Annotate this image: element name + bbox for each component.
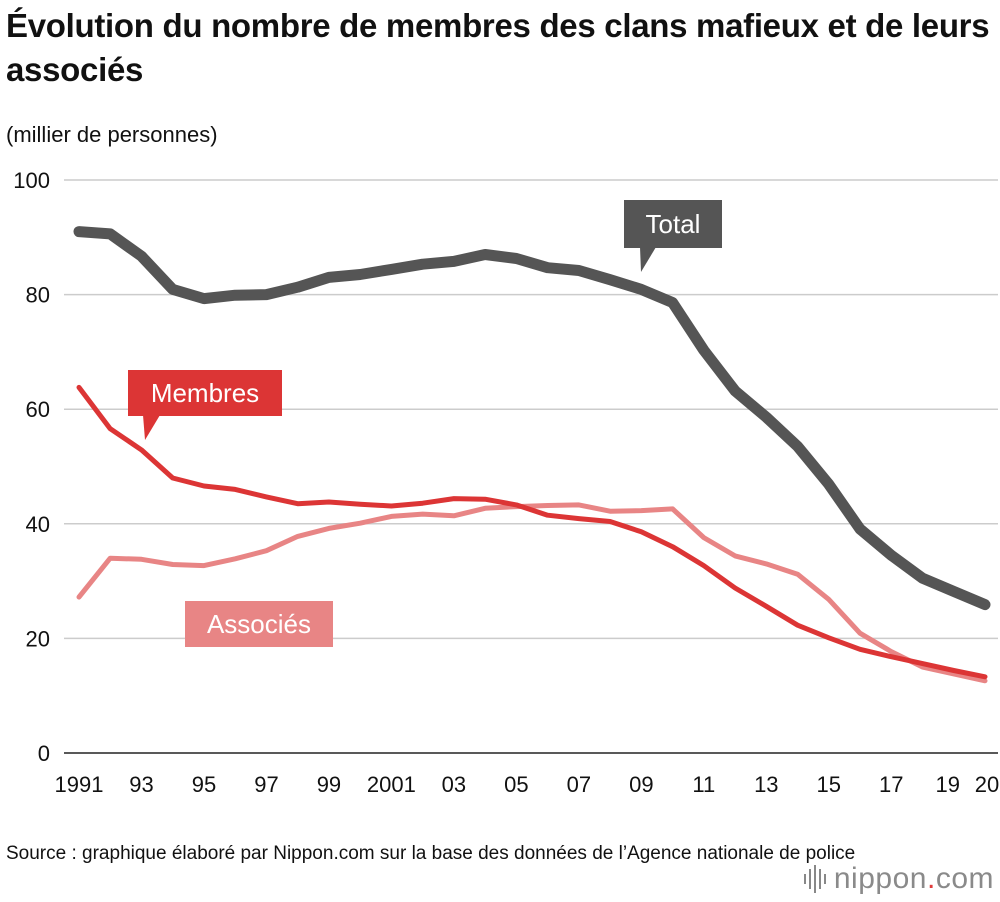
nippon-logo: nippon.com xyxy=(803,862,994,896)
y-tick-label: 100 xyxy=(13,168,50,193)
x-tick-label: 99 xyxy=(317,772,341,797)
x-tick-label: 95 xyxy=(192,772,216,797)
logo-dot: . xyxy=(926,862,936,895)
x-tick-label: 15 xyxy=(817,772,841,797)
callout-label: Associés xyxy=(207,609,311,639)
chart-title: Évolution du nombre de membres des clans… xyxy=(6,7,990,88)
y-tick-label: 40 xyxy=(26,512,50,537)
callout-box xyxy=(128,370,282,416)
callout-box xyxy=(624,200,722,248)
x-tick-label: 97 xyxy=(254,772,278,797)
callout-pointer xyxy=(143,415,160,440)
callout-pointer xyxy=(185,602,203,620)
x-tick-label: 93 xyxy=(129,772,153,797)
x-tick-label: 03 xyxy=(442,772,466,797)
x-tick-label: 09 xyxy=(629,772,653,797)
callout-box xyxy=(185,601,333,647)
logo-suffix: com xyxy=(935,862,994,895)
callout-membres: Membres xyxy=(128,370,282,440)
x-tick-label: 07 xyxy=(567,772,591,797)
callout-label: Total xyxy=(646,209,701,239)
x-tick-label: 2001 xyxy=(367,772,416,797)
callout-total: Total xyxy=(624,200,722,272)
x-tick-label: 13 xyxy=(754,772,778,797)
series-line-total xyxy=(73,226,991,611)
x-tick-label: 11 xyxy=(692,772,715,797)
x-tick-label: 1991 xyxy=(55,772,104,797)
y-tick-label: 80 xyxy=(26,283,50,308)
x-tick-label: 17 xyxy=(879,772,903,797)
logo-name: nippon xyxy=(833,862,927,895)
x-tick-label: 19 xyxy=(936,772,960,797)
y-tick-label: 0 xyxy=(38,741,50,766)
y-axis-unit-label: (millier de personnes) xyxy=(6,122,218,147)
x-tick-label: 20 xyxy=(975,772,999,797)
callout-associes: Associés xyxy=(185,601,333,647)
y-tick-label: 20 xyxy=(26,626,50,651)
series-line-membres xyxy=(76,384,988,680)
logo-text: nippon.com xyxy=(834,862,994,896)
y-tick-label: 60 xyxy=(26,397,50,422)
callout-pointer xyxy=(640,247,656,272)
callout-label: Membres xyxy=(151,378,259,408)
source-note: Source : graphique élaboré par Nippon.co… xyxy=(6,843,856,864)
sound-bars-icon xyxy=(803,865,826,893)
series-line-associes xyxy=(76,502,988,684)
x-tick-label: 05 xyxy=(504,772,528,797)
